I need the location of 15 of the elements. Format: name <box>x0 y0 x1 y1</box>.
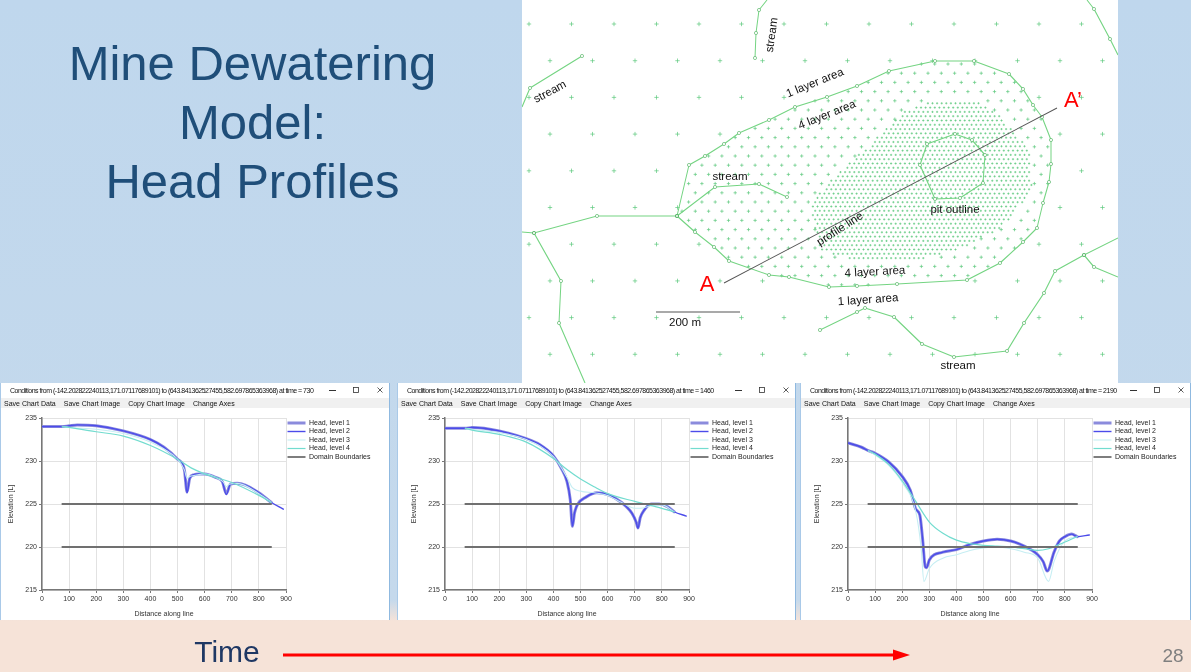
text: stream <box>940 359 976 372</box>
text: Head Profiles <box>104 153 401 210</box>
text: 4 layer area <box>844 263 906 280</box>
text: A <box>699 271 715 296</box>
text: Mine Dewatering Model: <box>67 35 438 151</box>
text: 28 <box>1162 644 1184 666</box>
text: stream <box>712 170 748 183</box>
text: 1 layer area <box>837 291 899 308</box>
text: Time <box>194 635 260 668</box>
text: 200 m <box>669 316 701 329</box>
text: stream <box>762 16 781 54</box>
text: A’ <box>1064 87 1082 112</box>
text: 4 layer area <box>796 97 858 132</box>
text: pit outline <box>930 203 980 216</box>
text: 1 layer area <box>784 65 846 100</box>
